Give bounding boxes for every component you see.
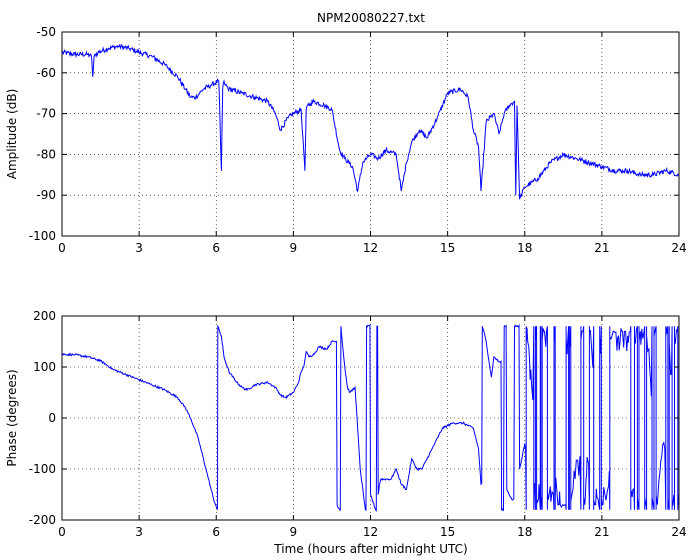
y-tick-label: 100 [33, 360, 56, 374]
x-tick-label: 21 [594, 525, 609, 539]
x-tick-label: 24 [671, 241, 686, 255]
x-tick-label: 6 [212, 241, 220, 255]
amplitude-chart-title: NPM20080227.txt [317, 11, 425, 25]
amplitude-series-line [62, 43, 679, 200]
phase-ylabel: Phase (degrees) [5, 369, 19, 466]
y-tick-label: 0 [48, 411, 56, 425]
amplitude-ylabel: Amplitude (dB) [5, 89, 19, 180]
x-tick-label: 18 [517, 525, 532, 539]
y-tick-label: -100 [29, 462, 56, 476]
y-tick-label: -80 [36, 147, 56, 161]
amplitude-ticks: 0 3 6 9 12 15 18 21 24 -50 -60 -70 -80 -90 -100 [29, 25, 687, 255]
x-tick-label: 24 [671, 525, 686, 539]
x-tick-label: 3 [135, 525, 143, 539]
x-tick-label: 9 [290, 241, 298, 255]
y-tick-label: -90 [36, 188, 56, 202]
x-tick-label: 9 [290, 525, 298, 539]
amplitude-axes: NPM20080227.txt 0 3 6 9 12 15 18 21 24 -50 -60 -70 -… [5, 11, 687, 255]
phase-xlabel: Time (hours after midnight UTC) [273, 542, 467, 556]
x-tick-label: 6 [212, 525, 220, 539]
x-tick-label: 3 [135, 241, 143, 255]
x-tick-label: 21 [594, 241, 609, 255]
x-tick-label: 15 [440, 525, 455, 539]
y-tick-label: -60 [36, 66, 56, 80]
x-tick-label: 12 [363, 241, 378, 255]
y-tick-label: -100 [29, 229, 56, 243]
phase-series-line [62, 323, 679, 512]
y-tick-label: -70 [36, 107, 56, 121]
y-tick-label: 200 [33, 309, 56, 323]
y-tick-label: -50 [36, 25, 56, 39]
y-tick-label: -200 [29, 513, 56, 527]
x-tick-label: 0 [58, 241, 66, 255]
x-tick-label: 18 [517, 241, 532, 255]
x-tick-label: 15 [440, 241, 455, 255]
x-tick-label: 12 [363, 525, 378, 539]
x-tick-label: 0 [58, 525, 66, 539]
phase-ticks: 0 3 6 9 12 15 18 21 24 200 100 0 -100 -200 [29, 309, 687, 539]
phase-axes: 0 3 6 9 12 15 18 21 24 200 100 0 -100 -200 Phase (deg… [5, 309, 687, 556]
